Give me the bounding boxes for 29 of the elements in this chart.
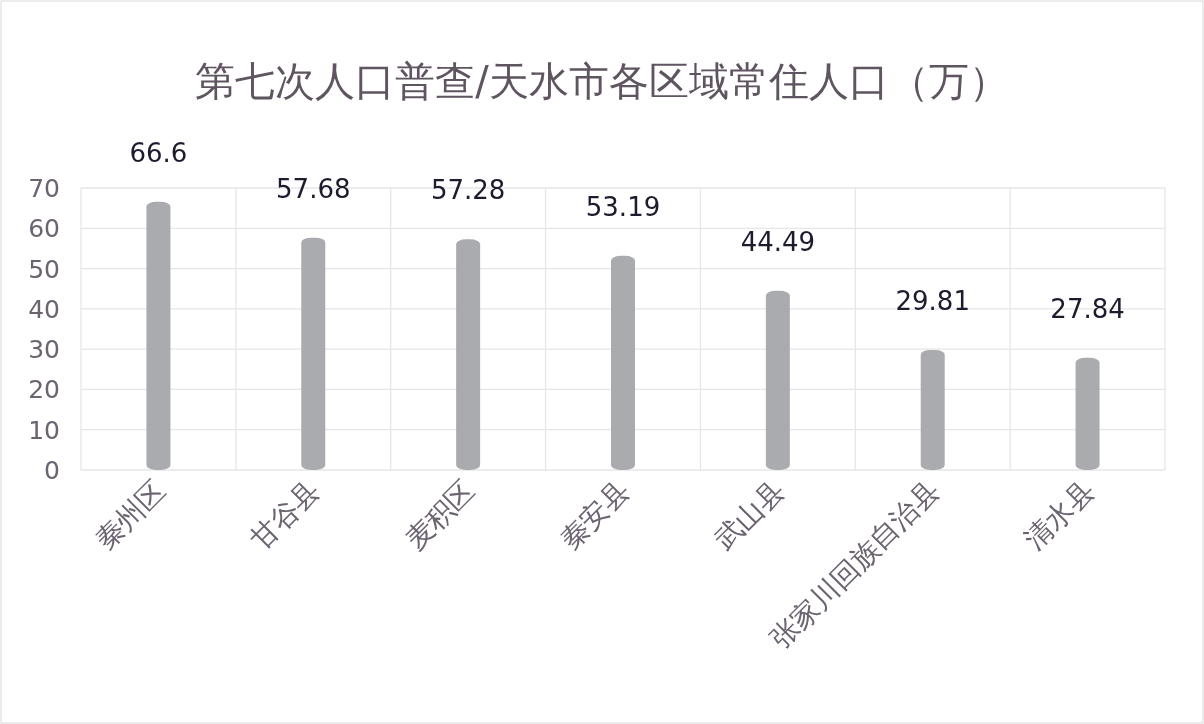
x-tick-label: 甘谷县 — [243, 473, 327, 557]
y-tick-label: 10 — [28, 415, 60, 445]
bar — [146, 201, 171, 470]
x-tick-label: 麦积区 — [398, 473, 482, 557]
x-tick-label: 清水县 — [1017, 473, 1101, 557]
x-tick-label: 武山县 — [708, 473, 791, 557]
data-label: 66.6 — [129, 137, 188, 168]
x-tick-label: 秦安县 — [553, 473, 636, 557]
bar — [456, 239, 481, 470]
data-label: 29.81 — [895, 285, 970, 316]
bar — [1075, 357, 1100, 470]
y-tick-label: 30 — [28, 335, 60, 365]
y-tick-label: 0 — [44, 456, 60, 485]
data-label: 57.28 — [430, 175, 506, 206]
bar — [765, 290, 790, 470]
y-tick-label: 60 — [28, 214, 60, 244]
data-label: 53.19 — [585, 191, 661, 222]
bar — [301, 237, 326, 470]
bar — [920, 349, 945, 470]
chart-title: 第七次人口普查/天水市各区域常住人口（万） — [195, 58, 1009, 104]
x-tick-label: 秦州区 — [88, 473, 172, 557]
y-tick-label: 40 — [28, 294, 60, 324]
data-label: 44.49 — [740, 226, 816, 257]
y-tick-label: 50 — [28, 254, 60, 284]
bar — [611, 255, 635, 470]
data-label: 57.68 — [276, 173, 351, 204]
y-tick-label: 20 — [28, 375, 60, 405]
data-label: 27.84 — [1050, 293, 1125, 324]
y-tick-label: 70 — [28, 174, 60, 203]
